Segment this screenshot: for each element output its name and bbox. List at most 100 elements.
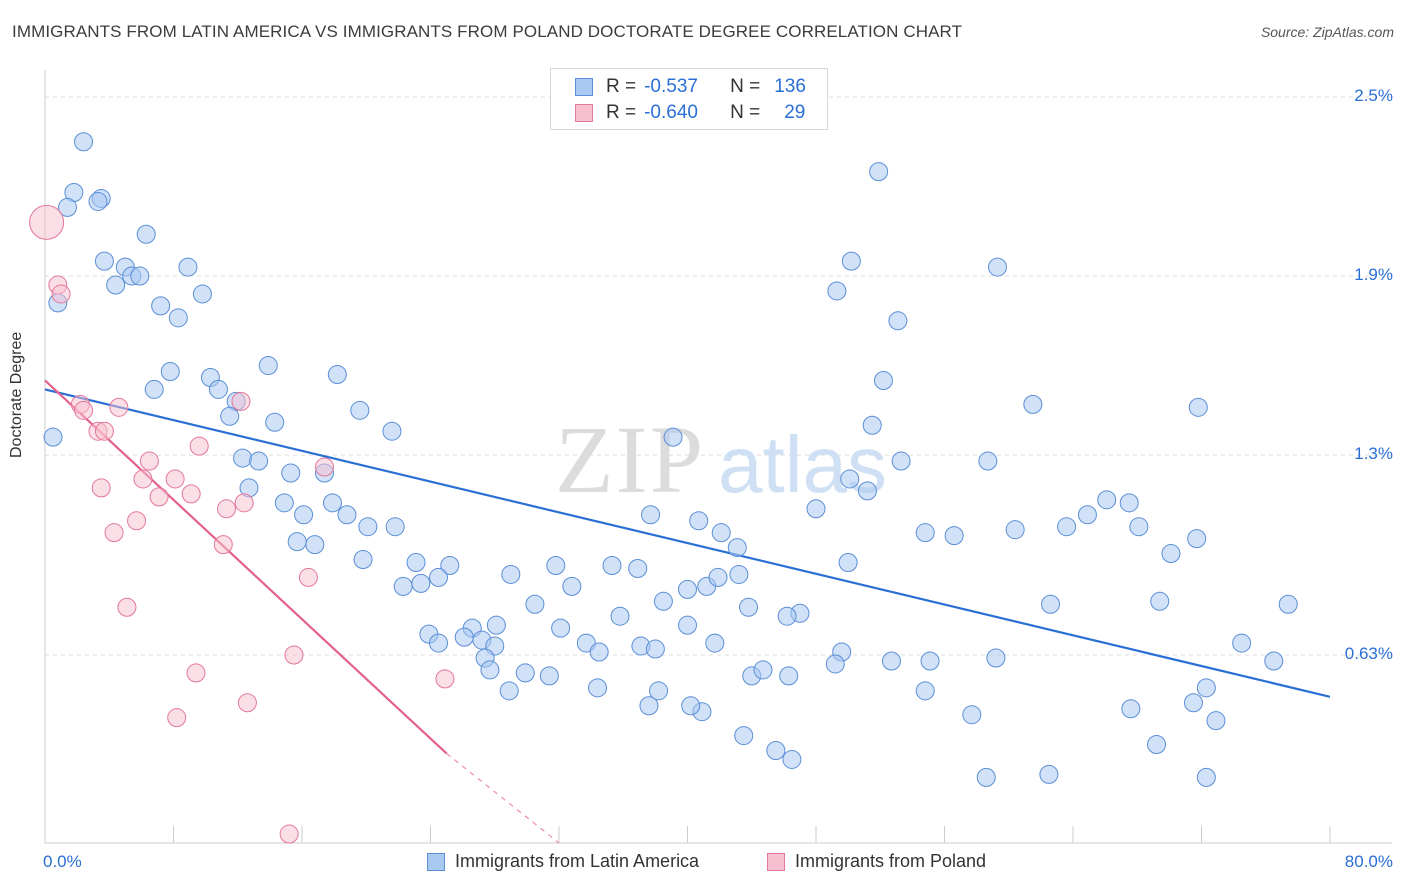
point-latin-america — [838, 553, 858, 573]
point-latin-america — [1005, 520, 1025, 540]
point-latin-america — [1129, 517, 1149, 537]
point-latin-america — [385, 517, 405, 537]
trend-line-poland — [44, 379, 448, 755]
bottom-legend: Immigrants from Latin America Immigrants… — [0, 851, 1406, 879]
point-latin-america — [1183, 693, 1203, 713]
legend-label: Immigrants from Latin America — [455, 851, 700, 871]
y-tick-label: 2.5% — [1354, 86, 1393, 105]
point-latin-america — [862, 415, 882, 435]
y-tick-label: 0.63% — [1344, 644, 1393, 663]
point-latin-america — [406, 553, 426, 573]
point-latin-america — [841, 251, 861, 271]
legend-label: Immigrants from Poland — [795, 851, 987, 871]
point-latin-america — [136, 224, 156, 244]
point-latin-america — [610, 606, 630, 626]
point-poland — [74, 400, 94, 420]
point-latin-america — [891, 451, 911, 471]
point-latin-america — [739, 597, 759, 617]
point-latin-america — [43, 427, 63, 447]
point-latin-america — [589, 642, 609, 662]
point-latin-america — [499, 681, 519, 701]
n-label: N = — [730, 102, 761, 123]
point-poland — [186, 663, 206, 683]
point-latin-america — [639, 696, 659, 716]
point-latin-america — [525, 594, 545, 614]
point-latin-america — [678, 579, 697, 599]
point-latin-america — [1119, 493, 1139, 513]
legend-swatch-latin-america — [427, 852, 445, 871]
point-poland — [109, 397, 129, 417]
point-latin-america — [305, 535, 325, 555]
point-latin-america — [1206, 711, 1226, 731]
point-latin-america — [1057, 517, 1077, 537]
point-poland — [94, 421, 114, 441]
point-latin-america — [454, 627, 474, 647]
point-latin-america — [649, 681, 669, 701]
point-poland — [104, 523, 124, 543]
point-latin-america — [94, 251, 114, 271]
point-latin-america — [429, 633, 449, 653]
point-latin-america — [782, 749, 802, 769]
legend-stat-row: R = -0.640 N = 29 — [575, 100, 805, 126]
n-label: N = — [730, 76, 761, 97]
point-latin-america — [233, 448, 253, 468]
point-latin-america — [663, 427, 683, 447]
point-latin-america — [106, 275, 126, 295]
point-latin-america — [1196, 767, 1216, 787]
point-latin-america — [873, 370, 893, 390]
point-latin-america — [978, 451, 998, 471]
point-latin-america — [1150, 591, 1170, 611]
point-latin-america — [287, 532, 307, 552]
point-latin-america — [1187, 529, 1207, 549]
point-latin-america — [57, 197, 77, 217]
point-latin-america — [1023, 394, 1043, 414]
point-latin-america — [915, 523, 935, 543]
point-latin-america — [976, 767, 996, 787]
point-poland — [279, 824, 299, 844]
point-latin-america — [178, 257, 198, 277]
data-points — [29, 132, 1298, 844]
point-latin-america — [151, 296, 171, 316]
point-latin-america — [777, 606, 797, 626]
point-latin-america — [645, 639, 665, 659]
r-value: -0.537 — [644, 76, 698, 97]
chart-title: IMMIGRANTS FROM LATIN AMERICA VS IMMIGRA… — [12, 22, 963, 41]
point-latin-america — [358, 517, 378, 537]
legend-swatch-latin-america — [575, 78, 593, 96]
legend-swatch-poland — [767, 852, 785, 871]
point-latin-america — [501, 564, 521, 584]
point-poland — [435, 669, 455, 689]
point-latin-america — [1077, 505, 1097, 525]
legend-item-latin-america[interactable]: Immigrants from Latin America — [427, 851, 699, 872]
y-axis-title: Doctorate Degree — [8, 331, 25, 458]
point-latin-america — [915, 681, 935, 701]
point-latin-america — [350, 400, 370, 420]
point-latin-america — [988, 257, 1008, 277]
point-latin-america — [1196, 678, 1216, 698]
point-latin-america — [840, 469, 860, 489]
point-latin-america — [249, 451, 269, 471]
point-latin-america — [825, 654, 845, 674]
point-latin-america — [920, 651, 940, 671]
point-poland — [139, 451, 159, 471]
point-poland — [51, 284, 71, 304]
chart-source: Source: ZipAtlas.com — [1260, 24, 1394, 40]
point-latin-america — [323, 493, 343, 513]
point-latin-america — [1041, 594, 1061, 614]
point-latin-america — [208, 379, 228, 399]
point-latin-america — [353, 550, 373, 570]
point-latin-america — [753, 660, 773, 680]
point-poland — [189, 436, 209, 456]
point-latin-america — [766, 740, 786, 760]
axes — [44, 70, 1392, 844]
r-label: R = — [606, 76, 637, 97]
y-tick-label: 1.3% — [1354, 444, 1393, 464]
x-tick-label: 0.0% — [43, 852, 82, 871]
point-latin-america — [337, 505, 357, 525]
legend-item-poland[interactable]: Immigrants from Poland — [767, 851, 986, 872]
point-latin-america — [88, 191, 108, 211]
x-tick-label: 80.0% — [1344, 852, 1393, 871]
point-latin-america — [546, 555, 566, 575]
point-latin-america — [382, 421, 402, 441]
n-value: 136 — [774, 76, 806, 97]
